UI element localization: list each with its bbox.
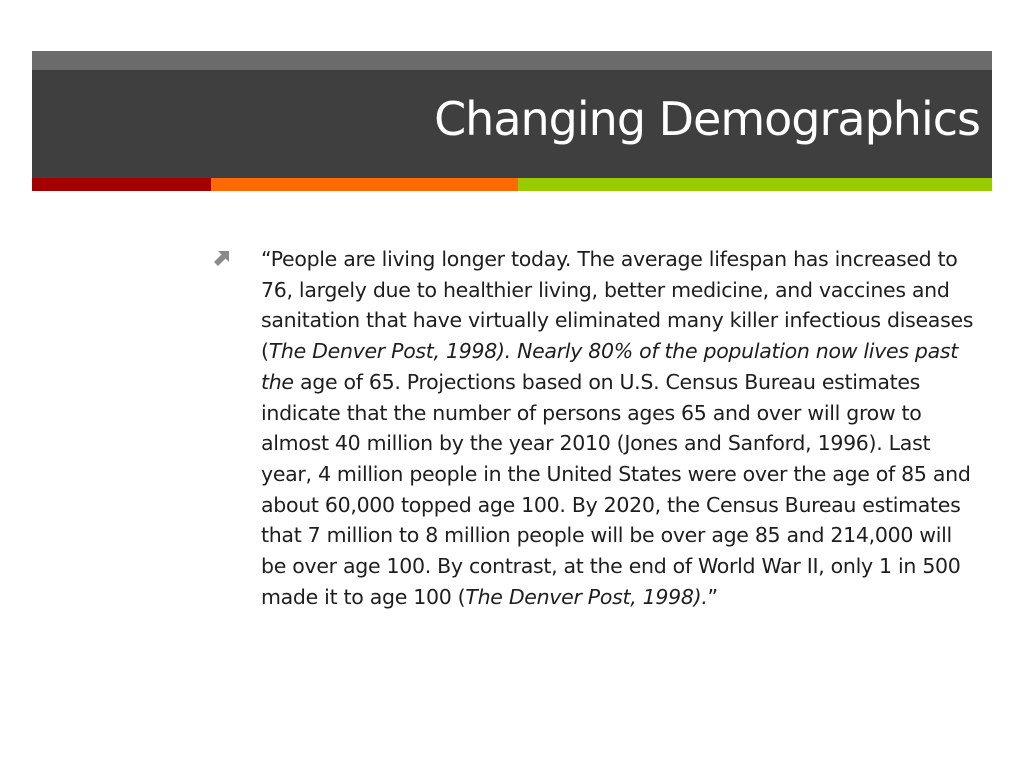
accent-strip — [32, 178, 992, 191]
accent-segment-orange — [211, 178, 518, 191]
quote-segment: age of 65. Projections based on U.S. Cen… — [261, 369, 971, 609]
quote-citation-italic: The Denver Post, 1998). Nearly 80% of th… — [261, 339, 959, 394]
title-bar: Changing Demographics — [32, 51, 992, 178]
accent-segment-red — [32, 178, 211, 191]
quote-paragraph: “People are living longer today. The ave… — [261, 244, 983, 612]
accent-segment-green — [518, 178, 992, 191]
arrow-up-right-icon — [214, 251, 229, 266]
quote-close-mark: ” — [707, 584, 719, 609]
quote-citation-italic: The Denver Post, 1998). — [465, 584, 708, 609]
slide-title: Changing Demographics — [434, 92, 981, 146]
title-bar-top-band — [32, 51, 992, 70]
quote-segment: “People are living longer today. The ave… — [261, 247, 974, 364]
